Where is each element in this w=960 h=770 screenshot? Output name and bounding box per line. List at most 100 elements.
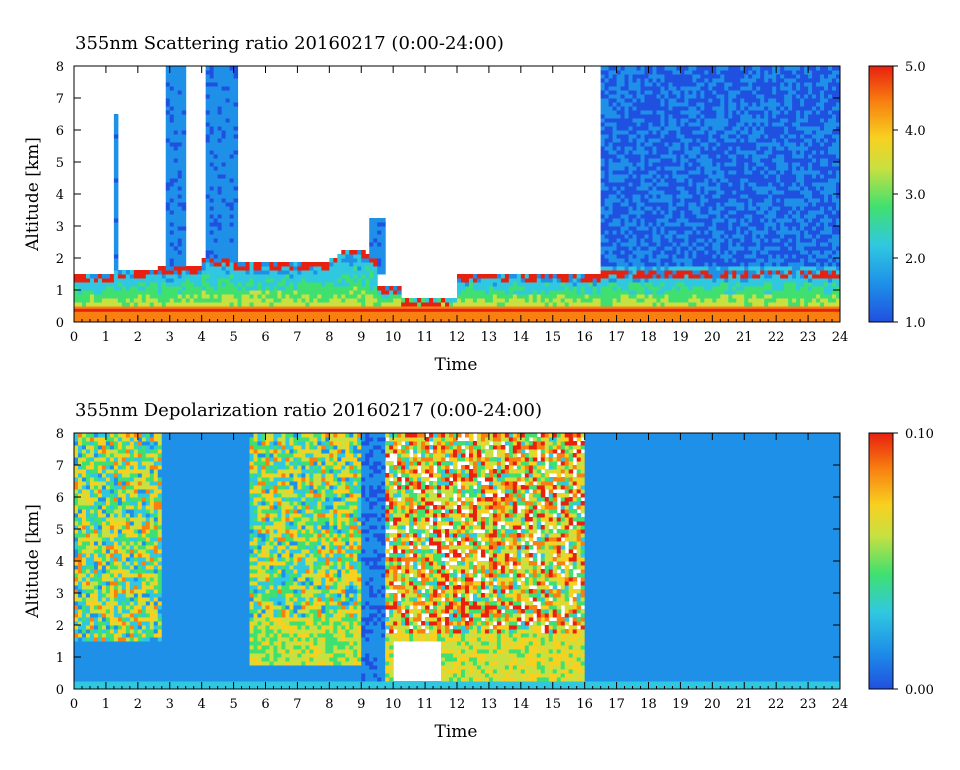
heatmap-cell bbox=[129, 318, 135, 323]
heatmap-cell bbox=[688, 154, 693, 159]
heatmap-cell bbox=[668, 182, 673, 187]
heatmap-cell bbox=[217, 270, 223, 275]
heatmap-cell bbox=[760, 298, 765, 303]
heatmap-cell bbox=[221, 78, 227, 83]
heatmap-cell bbox=[700, 250, 705, 255]
heatmap-cell bbox=[672, 302, 677, 307]
heatmap-cell bbox=[121, 274, 127, 279]
heatmap-cell bbox=[225, 278, 231, 283]
heatmap-cell bbox=[225, 146, 231, 151]
heatmap-cell bbox=[712, 110, 717, 115]
heatmap-cell bbox=[664, 102, 669, 107]
heatmap-cell bbox=[680, 138, 685, 143]
heatmap-cell bbox=[708, 318, 713, 323]
heatmap-cell bbox=[181, 262, 187, 267]
heatmap-cell bbox=[81, 282, 87, 287]
heatmap-cell bbox=[736, 138, 741, 143]
heatmap-cell bbox=[361, 274, 366, 279]
heatmap-cell bbox=[600, 182, 606, 187]
heatmap-cell bbox=[712, 218, 717, 223]
heatmap-cell bbox=[273, 314, 278, 319]
heatmap-cell bbox=[253, 290, 259, 295]
heatmap-cell bbox=[756, 146, 761, 151]
heatmap-cell bbox=[636, 282, 642, 287]
heatmap-cell bbox=[197, 306, 203, 311]
heatmap-cell bbox=[668, 238, 673, 243]
heatmap-cell bbox=[680, 126, 685, 131]
heatmap-cell bbox=[736, 226, 741, 231]
heatmap-cell bbox=[305, 294, 310, 299]
heatmap-cell bbox=[373, 254, 378, 259]
heatmap-cell bbox=[285, 310, 290, 315]
heatmap-cell bbox=[756, 66, 761, 71]
heatmap-cell bbox=[181, 210, 187, 215]
heatmap-cell bbox=[217, 198, 223, 203]
heatmap-cell bbox=[736, 166, 741, 171]
heatmap-cell bbox=[173, 254, 179, 259]
heatmap-cell bbox=[736, 210, 741, 215]
heatmap-cell bbox=[732, 86, 737, 91]
heatmap-cell bbox=[684, 134, 689, 139]
heatmap-cell bbox=[381, 266, 386, 271]
heatmap-cell bbox=[305, 302, 310, 307]
heatmap-cell bbox=[708, 90, 713, 95]
heatmap-cell bbox=[516, 282, 522, 287]
heatmap-cell bbox=[644, 182, 649, 187]
heatmap-cell bbox=[397, 318, 402, 323]
heatmap-cell bbox=[369, 270, 374, 275]
heatmap-cell bbox=[676, 226, 681, 231]
heatmap-cell bbox=[748, 186, 753, 191]
heatmap-cell bbox=[145, 310, 151, 315]
heatmap-cell bbox=[221, 198, 227, 203]
heatmap-cell bbox=[229, 170, 235, 175]
heatmap-cell bbox=[229, 302, 235, 307]
heatmap-cell bbox=[233, 310, 239, 315]
heatmap-cell bbox=[688, 250, 693, 255]
heatmap-cell bbox=[660, 106, 665, 111]
heatmap-cell bbox=[616, 166, 622, 171]
heatmap-cell bbox=[656, 82, 661, 87]
heatmap-cell bbox=[652, 162, 657, 167]
heatmap-cell bbox=[756, 294, 761, 299]
heatmap-cell bbox=[233, 246, 239, 251]
heatmap-cell bbox=[716, 194, 721, 199]
heatmap-cell bbox=[584, 294, 590, 299]
heatmap-cell bbox=[660, 182, 665, 187]
heatmap-cell bbox=[217, 178, 223, 183]
heatmap-cell bbox=[680, 98, 685, 103]
heatmap-cell bbox=[173, 190, 179, 195]
heatmap-cell bbox=[389, 298, 394, 303]
heatmap-cell bbox=[337, 282, 342, 287]
heatmap-cell bbox=[317, 278, 322, 283]
heatmap-cell bbox=[177, 70, 183, 75]
heatmap-cell bbox=[660, 250, 665, 255]
heatmap-cell bbox=[153, 302, 159, 307]
heatmap-cell bbox=[353, 318, 358, 323]
heatmap-cell bbox=[149, 298, 155, 303]
heatmap-cell bbox=[329, 282, 334, 287]
heatmap-cell bbox=[301, 286, 306, 291]
heatmap-cell bbox=[113, 262, 119, 267]
heatmap-cell bbox=[636, 254, 642, 259]
heatmap-cell bbox=[724, 198, 729, 203]
heatmap-cell bbox=[317, 302, 322, 307]
heatmap-cell bbox=[724, 102, 729, 107]
heatmap-cell bbox=[716, 178, 721, 183]
heatmap-cell bbox=[74, 294, 79, 299]
heatmap-cell bbox=[628, 86, 634, 91]
heatmap-cell bbox=[748, 86, 753, 91]
heatmap-cell bbox=[353, 286, 358, 291]
heatmap-cell bbox=[628, 110, 634, 115]
heatmap-cell bbox=[129, 310, 135, 315]
heatmap-cell bbox=[612, 286, 618, 291]
heatmap-cell bbox=[724, 162, 729, 167]
heatmap-cell bbox=[540, 306, 546, 311]
heatmap-cell bbox=[636, 134, 642, 139]
heatmap-cell bbox=[209, 202, 215, 207]
heatmap-cell bbox=[716, 278, 721, 283]
heatmap-cell bbox=[564, 318, 570, 323]
heatmap-cell bbox=[241, 298, 247, 303]
heatmap-cell bbox=[688, 78, 693, 83]
heatmap-cell bbox=[217, 162, 223, 167]
heatmap-cell bbox=[480, 298, 486, 303]
